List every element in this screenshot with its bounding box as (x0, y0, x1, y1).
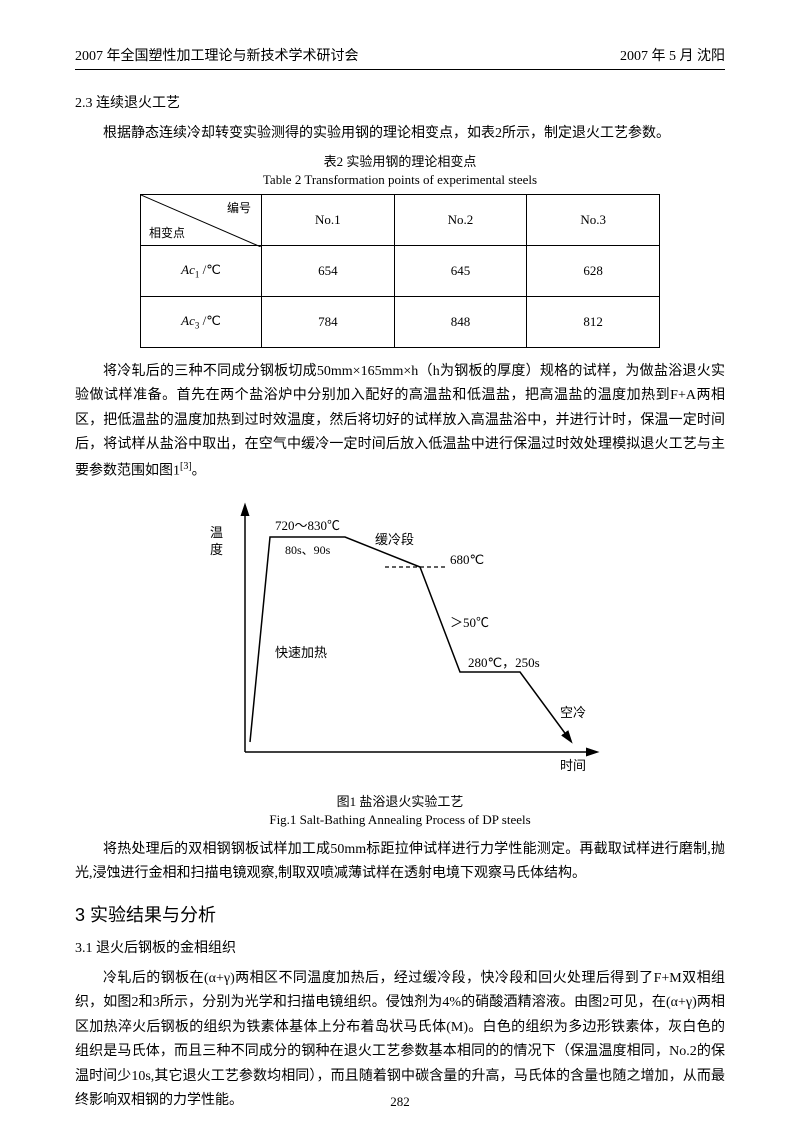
section-2-3-heading: 2.3 连续退火工艺 (75, 92, 725, 112)
table2: 编号 相变点 No.1 No.2 No.3 Ac1 /℃ 654 645 628… (140, 194, 660, 348)
table2-caption-en: Table 2 Transformation points of experim… (75, 172, 725, 188)
table2-caption-zh: 表2 实验用钢的理论相变点 (75, 151, 725, 170)
x-axis-label: 时间 (560, 758, 586, 773)
para-after-table-text: 将冷轧后的三种不同成分钢板切成50mm×165mm×h（h为钢板的厚度）规格的试… (75, 364, 725, 479)
chapter-3-heading: 3 实验结果与分析 (75, 901, 725, 927)
lbl-rate: ＞50℃ (450, 615, 489, 630)
lbl-mid-temp: 680℃ (450, 552, 484, 567)
page: 2007 年全国塑性加工理论与新技术学术研讨会 2007 年 5 月 沈阳 2.… (0, 0, 800, 1132)
running-header: 2007 年全国塑性加工理论与新技术学术研讨会 2007 年 5 月 沈阳 (75, 45, 725, 70)
row-label: Ac3 /℃ (141, 296, 262, 347)
page-number: 282 (0, 1094, 800, 1110)
table2-diag-header: 编号 相变点 (141, 194, 262, 245)
col-header: No.3 (527, 194, 660, 245)
cell: 784 (262, 296, 395, 347)
cell: 645 (394, 245, 527, 296)
cell: 628 (527, 245, 660, 296)
lbl-hold-time: 80s、90s (285, 543, 331, 557)
figure1: 温 度 720～830℃ 80s、90s 缓冷段 680℃ ＞50℃ 280℃，… (190, 492, 610, 787)
row-label: Ac1 /℃ (141, 245, 262, 296)
figure1-caption-en: Fig.1 Salt-Bathing Annealing Process of … (75, 812, 725, 828)
table-row: 编号 相变点 No.1 No.2 No.3 (141, 194, 660, 245)
lbl-air-cool: 空冷 (560, 705, 586, 720)
para-after-fig: 将热处理后的双相钢钢板试样加工成50mm标距拉伸试样进行力学性能测定。再截取试样… (75, 838, 725, 887)
section-3-1-para: 冷轧后的钢板在(α+γ)两相区不同温度加热后，经过缓冷段，快冷段和回火处理后得到… (75, 967, 725, 1114)
cell: 848 (394, 296, 527, 347)
diag-top-label: 编号 (227, 199, 251, 216)
y-axis-label-2: 度 (210, 542, 223, 557)
cell: 812 (527, 296, 660, 347)
lbl-fast-heat: 快速加热 (275, 645, 327, 660)
lbl-top-range: 720～830℃ (275, 518, 340, 533)
col-header: No.2 (394, 194, 527, 245)
para-after-table: 将冷轧后的三种不同成分钢板切成50mm×165mm×h（h为钢板的厚度）规格的试… (75, 360, 725, 484)
table-row: Ac3 /℃ 784 848 812 (141, 296, 660, 347)
y-axis-label-1: 温 (210, 525, 223, 540)
table-row: Ac1 /℃ 654 645 628 (141, 245, 660, 296)
section-3-1-heading: 3.1 退火后钢板的金相组织 (75, 937, 725, 957)
lbl-low-hold: 280℃，250s (468, 655, 540, 670)
header-right: 2007 年 5 月 沈阳 (620, 45, 725, 65)
col-header: No.1 (262, 194, 395, 245)
cell: 654 (262, 245, 395, 296)
citation-3: [3] (180, 461, 192, 472)
para-tail: 。 (192, 463, 206, 478)
lbl-slow-cool: 缓冷段 (375, 532, 414, 547)
diag-bottom-label: 相变点 (149, 224, 185, 241)
header-left: 2007 年全国塑性加工理论与新技术学术研讨会 (75, 45, 359, 65)
figure1-svg: 温 度 720～830℃ 80s、90s 缓冷段 680℃ ＞50℃ 280℃，… (190, 492, 610, 782)
section-2-3-para1: 根据静态连续冷却转变实验测得的实验用钢的理论相变点，如表2所示，制定退火工艺参数… (75, 122, 725, 147)
figure1-caption-zh: 图1 盐浴退火实验工艺 (75, 791, 725, 810)
